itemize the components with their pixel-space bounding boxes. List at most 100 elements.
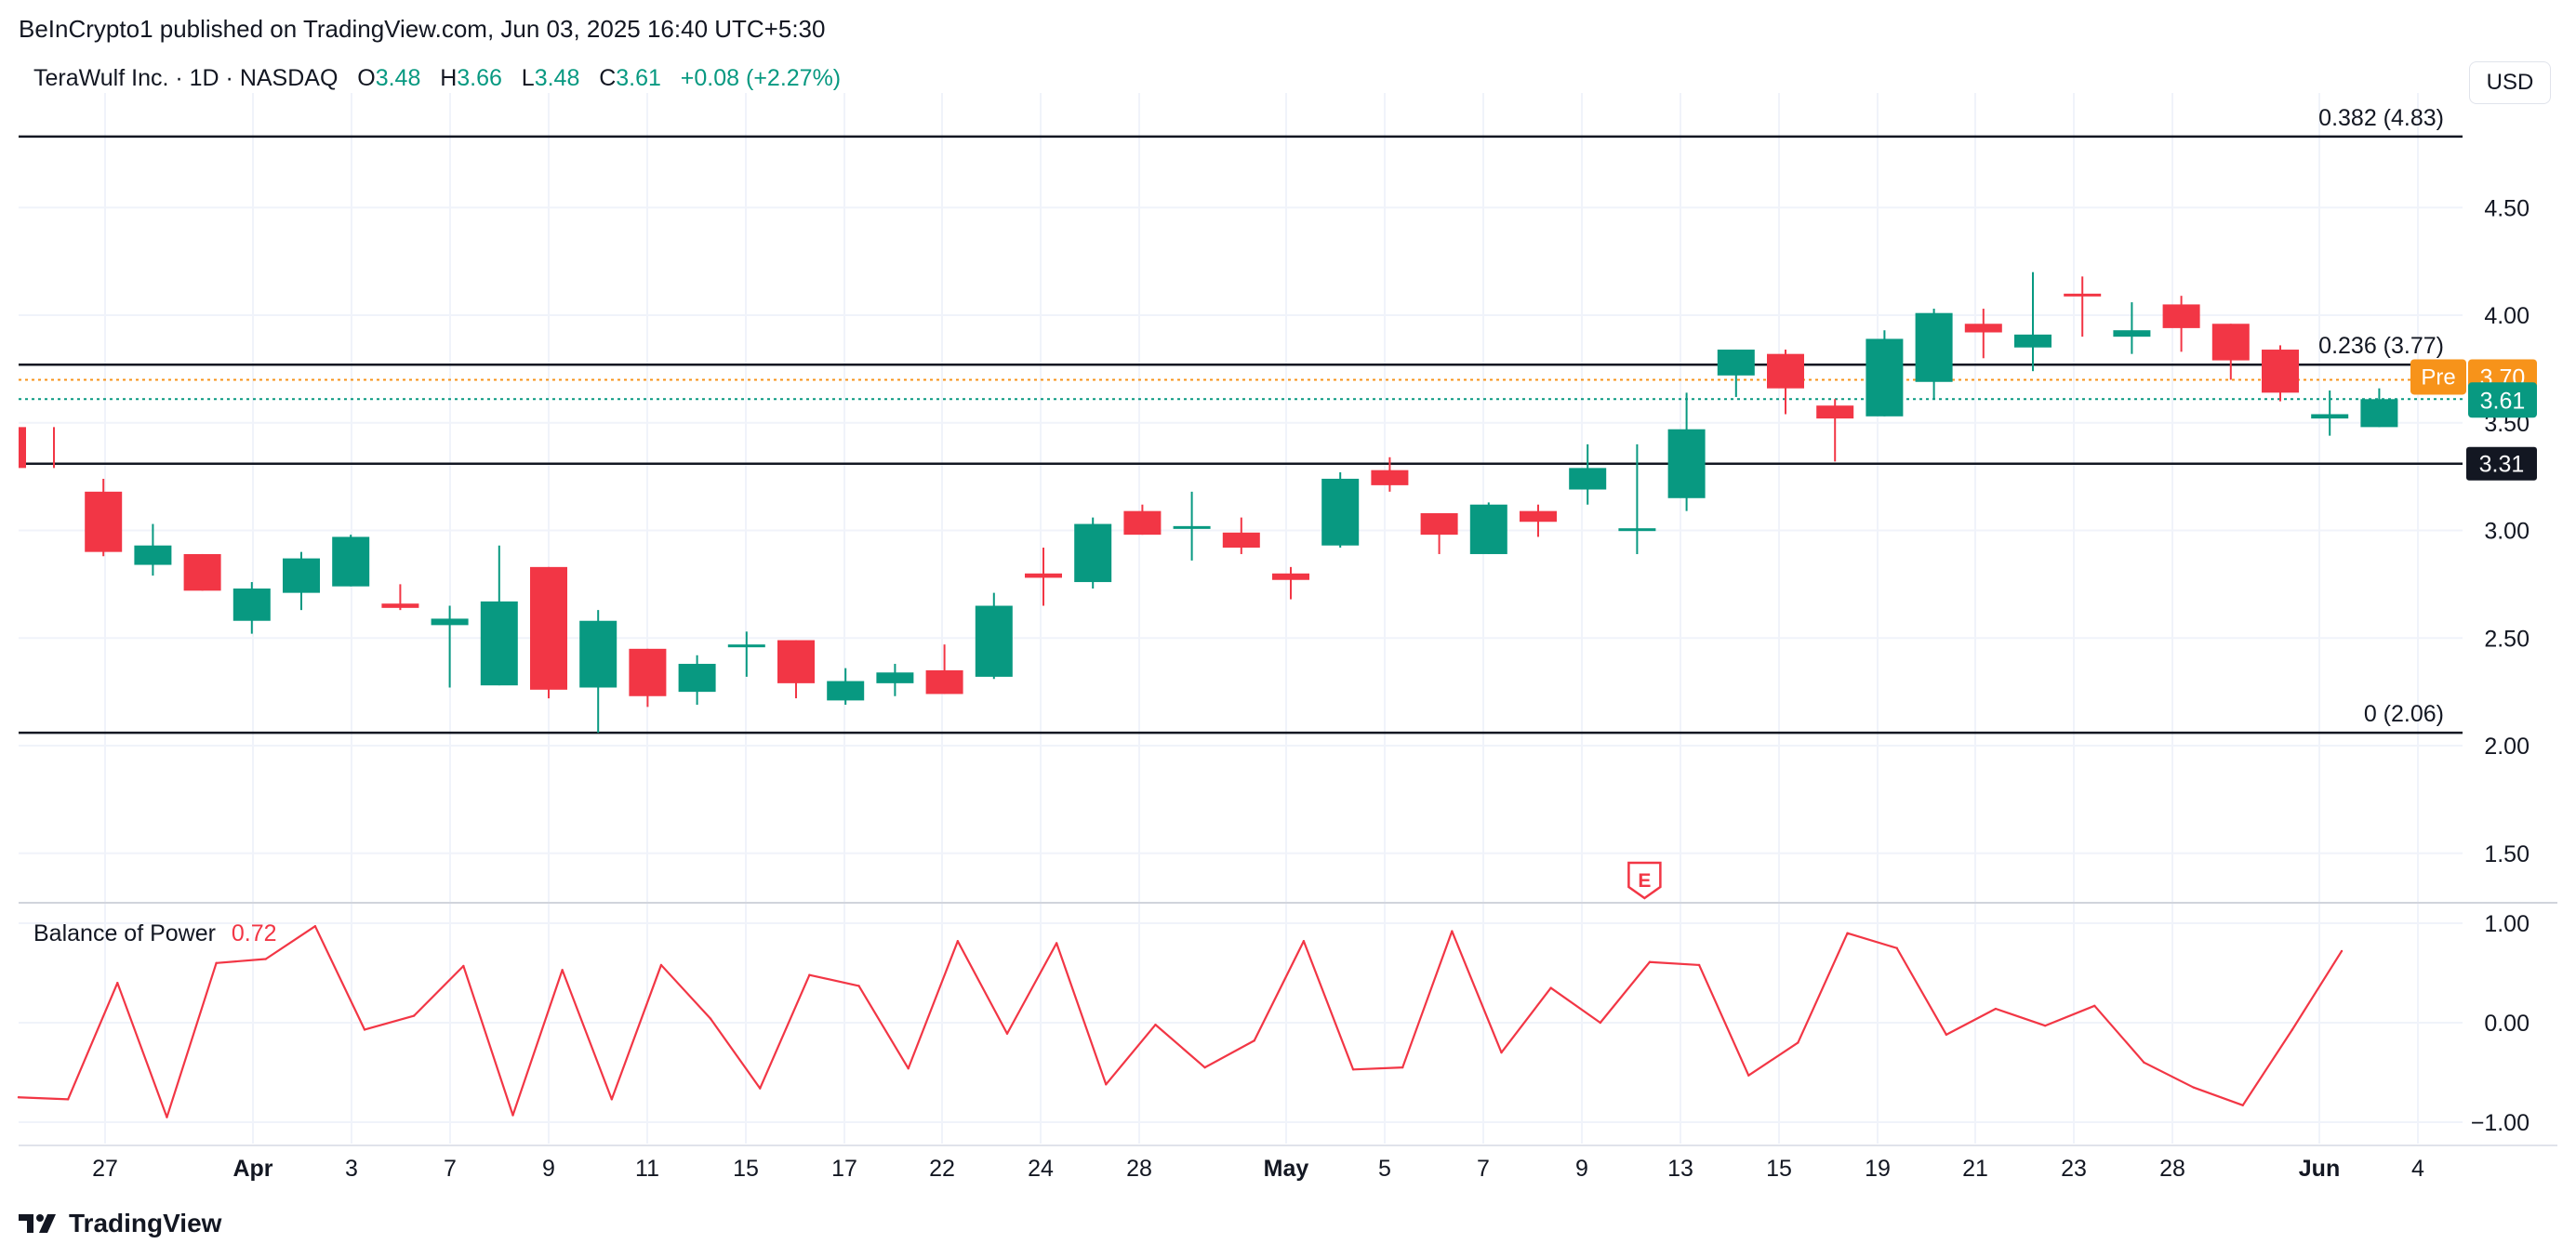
time-axis-tick: 7 <box>1477 1156 1490 1182</box>
candle <box>1915 309 1953 400</box>
candle <box>975 592 1013 680</box>
earnings-icon <box>1627 861 1662 900</box>
fib-level-label: 0 (2.06) <box>2364 701 2444 727</box>
bop-point <box>116 982 119 985</box>
currency-button[interactable]: USD <box>2469 61 2551 104</box>
publisher-header: BeInCrypto1 published on TradingView.com… <box>19 15 826 43</box>
last-price-value: 3.61 <box>2480 388 2526 414</box>
bop-point <box>166 1116 168 1118</box>
bop-point <box>907 1067 910 1070</box>
candle <box>1321 471 1360 549</box>
change-value: +0.08 (+2.27%) <box>680 65 842 91</box>
candle-body <box>1025 573 1062 578</box>
bop-axis-tick: 1.00 <box>2484 911 2530 937</box>
candle <box>2162 296 2200 352</box>
tradingview-logo[interactable]: TradingView <box>19 1209 221 1238</box>
candle-body <box>1469 504 1507 554</box>
bop-axis-tick: −1.00 <box>2471 1110 2530 1136</box>
bop-point <box>1351 1068 1355 1071</box>
candle <box>1420 512 1458 554</box>
bop-point <box>709 1017 712 1020</box>
support-box <box>2466 446 2537 481</box>
candle <box>777 640 815 699</box>
bop-point <box>1747 1074 1750 1077</box>
candle-body <box>1569 468 1607 490</box>
candle <box>2211 324 2250 380</box>
candle-body <box>2014 334 2052 348</box>
bop-point <box>1697 963 1701 967</box>
bop-point <box>1302 940 1306 943</box>
candle-body <box>332 536 370 587</box>
candle <box>2014 271 2052 372</box>
bop-point <box>759 1087 762 1090</box>
bop-point <box>2093 1004 2096 1008</box>
candle <box>431 605 469 688</box>
candle-body <box>579 620 617 688</box>
time-axis-tick: 4 <box>2411 1156 2424 1182</box>
candle-body <box>1915 312 1953 382</box>
candle-body <box>1816 405 1854 419</box>
support-value: 3.31 <box>2479 452 2525 478</box>
time-axis-tick: 15 <box>733 1156 759 1182</box>
candle-body <box>1222 532 1260 549</box>
candle <box>1569 443 1607 505</box>
bop-point <box>264 958 267 960</box>
fib-level-label: 0.382 (4.83) <box>2318 105 2444 131</box>
candle-body <box>2311 414 2349 419</box>
pre-label-box <box>2410 359 2466 395</box>
candle-body <box>975 605 1013 677</box>
bop-point <box>1500 1051 1503 1054</box>
candle <box>332 535 370 587</box>
price-axis-tick: 3.50 <box>2484 411 2530 437</box>
candle-body <box>283 558 320 593</box>
tradingview-icon <box>19 1214 56 1233</box>
time-axis-tick: 5 <box>1378 1156 1391 1182</box>
bop-point <box>17 1096 20 1099</box>
candle <box>1866 330 1904 417</box>
candle-body <box>2064 293 2102 297</box>
pre-value: 3.70 <box>2480 364 2526 390</box>
price-axis-tick: 1.50 <box>2484 841 2530 867</box>
time-axis-tick: 3 <box>345 1156 358 1182</box>
pre-market-tag: Pre 3.70 <box>2410 359 2537 395</box>
candle-body <box>480 601 518 686</box>
candle-body <box>1272 573 1309 580</box>
bop-point <box>2340 949 2344 953</box>
time-axis-tick: 7 <box>444 1156 457 1182</box>
candle-body <box>183 553 221 591</box>
candle-body <box>1717 350 1755 376</box>
time-axis-tick: 27 <box>92 1156 118 1182</box>
candle <box>1074 517 1112 589</box>
bop-point <box>413 1014 416 1017</box>
bop-point <box>363 1028 366 1031</box>
time-axis-tick: 11 <box>635 1156 659 1182</box>
candle <box>727 631 765 677</box>
price-axis-tick: 2.50 <box>2484 626 2530 652</box>
time-axis-tick: 28 <box>1126 1156 1152 1182</box>
candle-body <box>85 491 123 552</box>
bop-point <box>1846 932 1849 934</box>
time-axis-tick: 15 <box>1766 1156 1792 1182</box>
candle-body <box>232 589 271 621</box>
pre-value-box <box>2468 359 2537 395</box>
candle <box>827 668 865 706</box>
candle <box>629 648 667 708</box>
bop-point <box>808 973 811 976</box>
bop-point <box>1105 1083 1108 1086</box>
candle-body <box>827 681 865 701</box>
candle <box>85 478 123 557</box>
bop-point <box>462 964 465 968</box>
symbol-name[interactable]: TeraWulf Inc. · 1D · NASDAQ <box>33 65 339 91</box>
candle <box>381 584 419 611</box>
candle <box>579 610 617 734</box>
candle-body <box>1667 429 1706 498</box>
candle <box>1222 517 1260 554</box>
candle <box>283 551 320 611</box>
time-axis-tick: 21 <box>1962 1156 1988 1182</box>
symbol-legend: TeraWulf Inc. · 1D · NASDAQ O3.48 H3.66 … <box>33 65 841 92</box>
candle-body <box>2360 399 2398 428</box>
candle-body <box>925 669 963 695</box>
bop-value: 0.72 <box>231 920 277 946</box>
candle <box>876 664 914 696</box>
